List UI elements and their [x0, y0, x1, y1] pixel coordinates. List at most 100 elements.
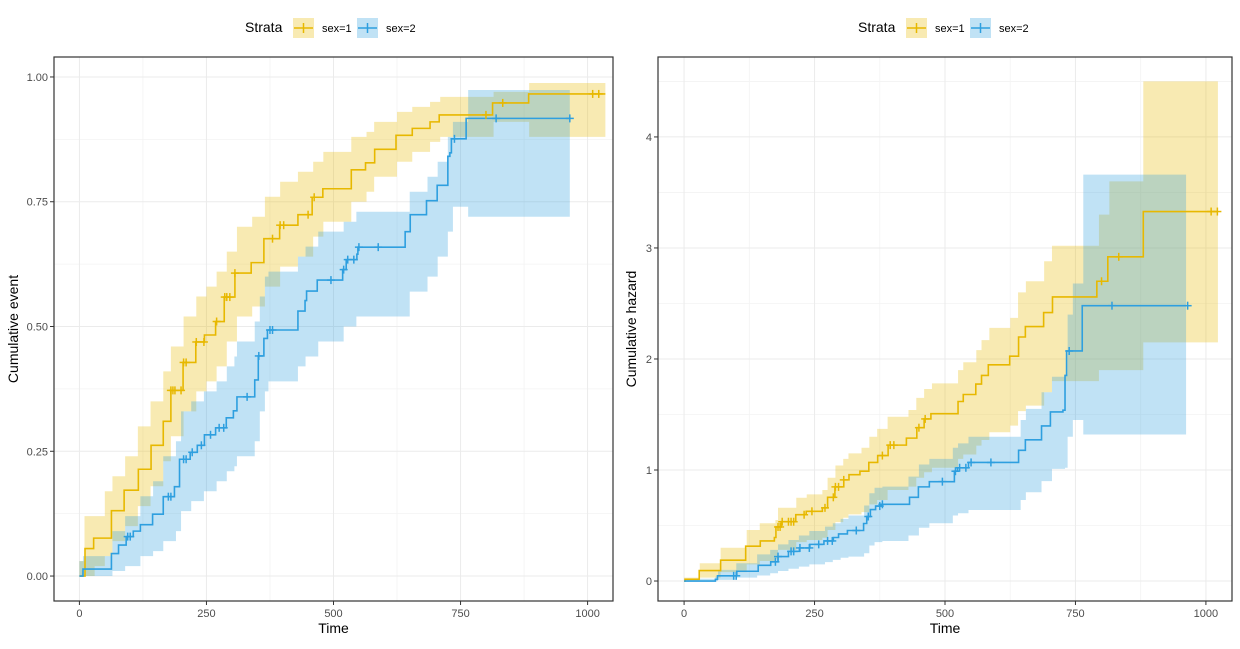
- censor-mark: [986, 458, 995, 467]
- ci-band-sex2: [684, 174, 1188, 582]
- legend-title: Strata: [245, 19, 283, 35]
- y-tick-label: 4: [646, 132, 652, 144]
- censor-mark: [212, 317, 221, 326]
- censor-marks: [123, 89, 603, 541]
- x-tick-label: 250: [197, 608, 215, 620]
- curve-sex2: [79, 117, 570, 577]
- x-tick-label: 750: [451, 608, 469, 620]
- censor-mark: [197, 441, 206, 450]
- censor-mark: [938, 477, 947, 486]
- censor-mark: [565, 114, 574, 123]
- x-tick-label: 1000: [1194, 608, 1218, 620]
- y-axis-title: Cumulative hazard: [623, 271, 639, 388]
- censor-mark: [807, 507, 816, 516]
- legend-key-sex1: [293, 18, 314, 38]
- y-axis: 0.00 0.25 0.50 0.75 1.00: [27, 72, 54, 583]
- censor-mark: [776, 522, 785, 531]
- cumulative-event-plot: Strata sex=1 sex=2 0 250 500 750 1000 0.000.…: [5, 18, 614, 636]
- censor-mark: [349, 255, 358, 264]
- y-tick-label: 0.00: [27, 571, 48, 583]
- censor-mark: [166, 492, 175, 501]
- censor-mark: [732, 571, 741, 580]
- censor-mark: [230, 269, 239, 278]
- x-tick-label: 500: [324, 608, 342, 620]
- legend-key-sex1: [906, 18, 927, 38]
- censor-mark: [126, 532, 135, 541]
- censor-mark: [951, 467, 960, 476]
- x-axis: 0 250 500 750 1000: [76, 601, 600, 620]
- censor-mark: [771, 557, 780, 566]
- y-tick-label: 1: [646, 465, 652, 477]
- censor-mark: [1065, 346, 1074, 355]
- censor-mark: [354, 243, 363, 252]
- censor-mark: [192, 337, 201, 346]
- censor-mark: [914, 423, 923, 432]
- censor-mark: [268, 234, 277, 243]
- censor-mark: [498, 98, 507, 107]
- y-tick-label: 0: [646, 576, 652, 588]
- y-tick-label: 0.75: [27, 197, 48, 209]
- censor-mark: [921, 414, 930, 423]
- ci-band-sex1: [684, 81, 1218, 582]
- censor-mark: [225, 293, 234, 302]
- censor-mark: [450, 134, 459, 143]
- step-curves: [79, 93, 606, 577]
- cumulative-hazard-plot: Strata sex=1 sex=2 0 250 500 750 1000 01234 …: [623, 18, 1233, 636]
- censor-mark: [1213, 207, 1222, 216]
- censor-mark: [594, 89, 603, 98]
- y-tick-label: 0.25: [27, 446, 48, 458]
- censor-mark: [961, 463, 970, 472]
- legend-label-sex2: sex=2: [999, 23, 1029, 35]
- censor-mark: [789, 547, 798, 556]
- x-axis-title: Time: [930, 620, 961, 636]
- x-axis: 0 250 500 750 1000: [681, 601, 1218, 620]
- legend: Strata sex=1 sex=2: [245, 18, 416, 38]
- censor-mark: [182, 455, 191, 464]
- censor-marks: [729, 207, 1222, 580]
- censor-mark: [967, 458, 976, 467]
- censor-mark: [206, 430, 215, 439]
- ci-band-sex2: [79, 89, 570, 577]
- curve-sex1: [79, 93, 606, 577]
- legend-key-sex2: [357, 18, 378, 38]
- y-axis: 0 1 2 3 4: [646, 132, 658, 588]
- censor-mark: [304, 210, 313, 219]
- legend: Strata sex=1 sex=2: [858, 18, 1029, 38]
- censor-mark: [852, 526, 861, 535]
- x-tick-label: 500: [936, 608, 954, 620]
- x-tick-label: 750: [1066, 608, 1084, 620]
- censor-mark: [243, 392, 252, 401]
- censor-mark: [188, 448, 197, 457]
- y-axis-title: Cumulative event: [5, 275, 21, 383]
- x-tick-label: 0: [681, 608, 687, 620]
- censor-mark: [864, 512, 873, 521]
- censor-mark: [219, 423, 228, 432]
- censor-mark: [828, 536, 837, 545]
- x-axis-title: Time: [318, 620, 349, 636]
- gridlines: [658, 57, 1232, 601]
- x-tick-label: 250: [805, 608, 823, 620]
- censor-mark: [1183, 301, 1192, 310]
- censor-mark: [795, 543, 804, 552]
- y-tick-label: 2: [646, 354, 652, 366]
- censor-mark: [481, 110, 490, 119]
- censor-mark: [805, 543, 814, 552]
- ci-band-sex1: [79, 82, 606, 577]
- censor-mark: [254, 351, 263, 360]
- legend-key-sex2: [970, 18, 991, 38]
- censor-mark: [199, 337, 208, 346]
- censor-mark: [878, 500, 887, 509]
- censor-mark: [1114, 252, 1123, 261]
- censor-mark: [800, 510, 809, 519]
- legend-label-sex2: sex=2: [386, 23, 416, 35]
- confidence-bands: [684, 81, 1218, 582]
- legend-label-sex1: sex=1: [322, 23, 352, 35]
- censor-mark: [1097, 277, 1106, 286]
- censor-mark: [820, 503, 829, 512]
- censor-mark: [774, 552, 783, 561]
- legend-title: Strata: [858, 19, 896, 35]
- censor-mark: [492, 114, 501, 123]
- censor-mark: [839, 475, 848, 484]
- confidence-bands: [79, 82, 606, 577]
